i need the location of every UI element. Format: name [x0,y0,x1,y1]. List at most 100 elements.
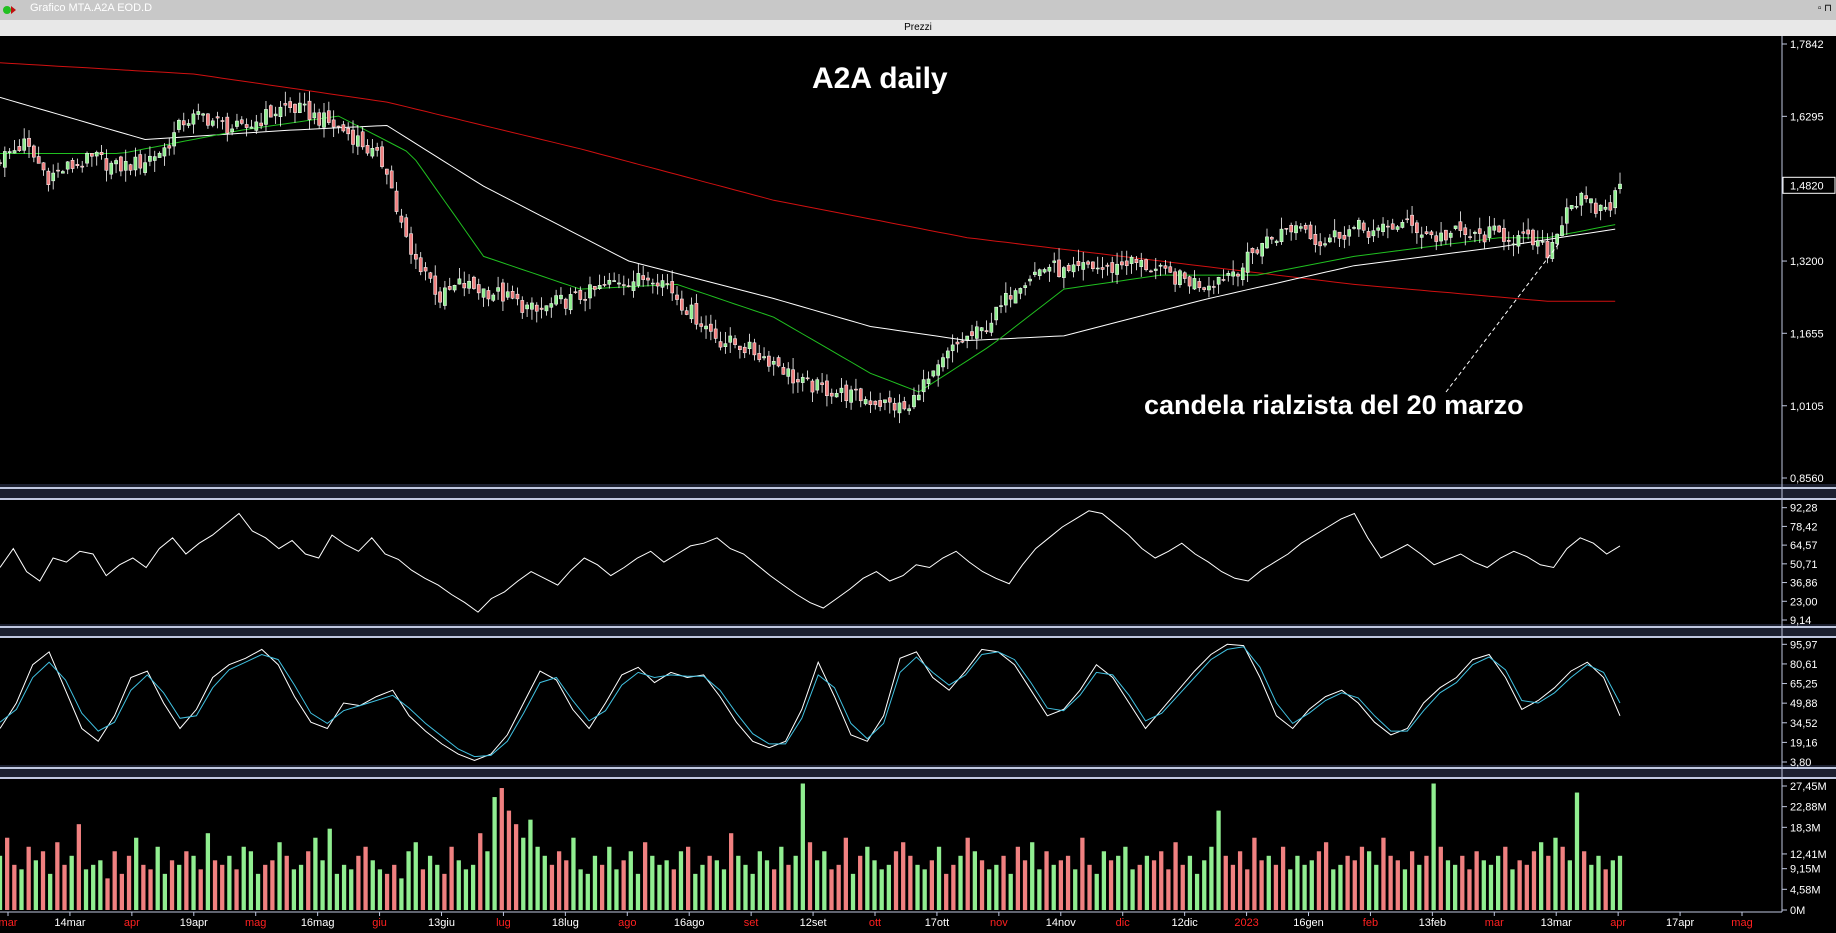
volume-bar [1173,842,1178,910]
candle [1028,275,1032,286]
volume-bar [1187,855,1193,910]
candle [1400,219,1405,229]
candle [878,392,882,412]
volume-bar [858,855,863,910]
candle [143,153,147,176]
candle [201,112,205,123]
volume-bar [1603,869,1608,910]
candle [501,278,505,312]
candle [892,397,897,418]
candle [196,103,201,120]
volume-bar [420,869,426,910]
candle [1593,198,1598,218]
candle [220,116,225,130]
volume-bar [1338,864,1343,910]
x-axis-label: 16gen [1293,917,1324,929]
candle [723,331,728,354]
candle [1158,263,1163,276]
volume-bar [642,842,648,910]
candle [1477,217,1482,244]
candle [1144,258,1148,272]
volume-bar [1467,869,1472,910]
axis-label: 34,52 [1790,718,1818,730]
volume-bar [449,846,454,910]
volume-bar [1323,842,1329,910]
volume-bar [1130,869,1135,910]
candle [365,139,370,156]
candle [1439,221,1443,246]
candle [1057,248,1061,278]
candle [1613,187,1618,215]
volume-bar [363,846,368,910]
candle [1066,262,1071,273]
candle [1564,198,1569,235]
volume-bar [621,860,626,910]
candle [825,374,829,407]
candle [1303,222,1308,234]
volume-bar [829,869,834,910]
candle [331,110,336,138]
candle [1357,217,1361,237]
volume-bar [1001,855,1006,910]
volume-bar [1108,860,1114,910]
volume-bar [406,851,411,910]
volume-bar [1058,860,1064,910]
x-axis-label: lug [496,917,511,929]
candle [1342,226,1347,249]
volume-bar [1546,855,1551,910]
candle [573,287,578,294]
volume-bar [822,851,827,910]
volume-bar [1008,873,1013,910]
volume-bar [306,851,311,910]
candle [1386,220,1390,239]
axis-label: 19,16 [1790,737,1818,749]
candle [476,278,481,300]
pane-separator-1[interactable] [0,484,1836,500]
candle [1395,224,1400,232]
candle [863,396,868,406]
volume-bar [764,860,770,910]
volume-bar [298,864,304,910]
candle [1115,252,1119,284]
volume-bar [1452,864,1458,910]
volume-bar [1087,864,1092,910]
candle [1410,205,1414,234]
volume-bar [55,842,60,910]
volume-bar [729,833,734,910]
volume-axis-label: 9,15M [1790,864,1821,876]
candle [1284,228,1289,235]
volume-bar [1202,860,1207,910]
candle [660,274,665,296]
candle [1105,262,1110,276]
window-controls[interactable]: ▫ ⊓ [1817,3,1832,14]
candle [12,139,17,154]
candle [1381,217,1385,236]
candle [1294,221,1298,241]
candle [1337,231,1342,248]
candle [1240,263,1245,286]
candle [409,226,413,264]
price-pane: 1,7842 1,6295 1,3200 1,1655 1,0105 0,8560 1,48… [0,39,1836,485]
volume-bar [1517,860,1522,910]
volume-bar [929,860,934,910]
axis-label: 80,61 [1790,659,1818,671]
candle [375,142,380,157]
volume-bar [155,846,160,910]
candle [1371,219,1376,243]
candle [1013,288,1018,304]
candle [346,122,351,141]
volume-bar [1223,855,1228,910]
candle [356,125,360,155]
candle [1197,277,1202,292]
candle [370,139,375,159]
candle [530,297,534,320]
volume-bar [1510,869,1515,910]
volume-bar [463,869,469,910]
volume-bar [291,869,297,910]
volume-bar [148,869,153,910]
candle [525,301,529,317]
volume-bar [936,846,942,910]
volume-bar [40,851,46,910]
volume-bar [1539,842,1544,910]
